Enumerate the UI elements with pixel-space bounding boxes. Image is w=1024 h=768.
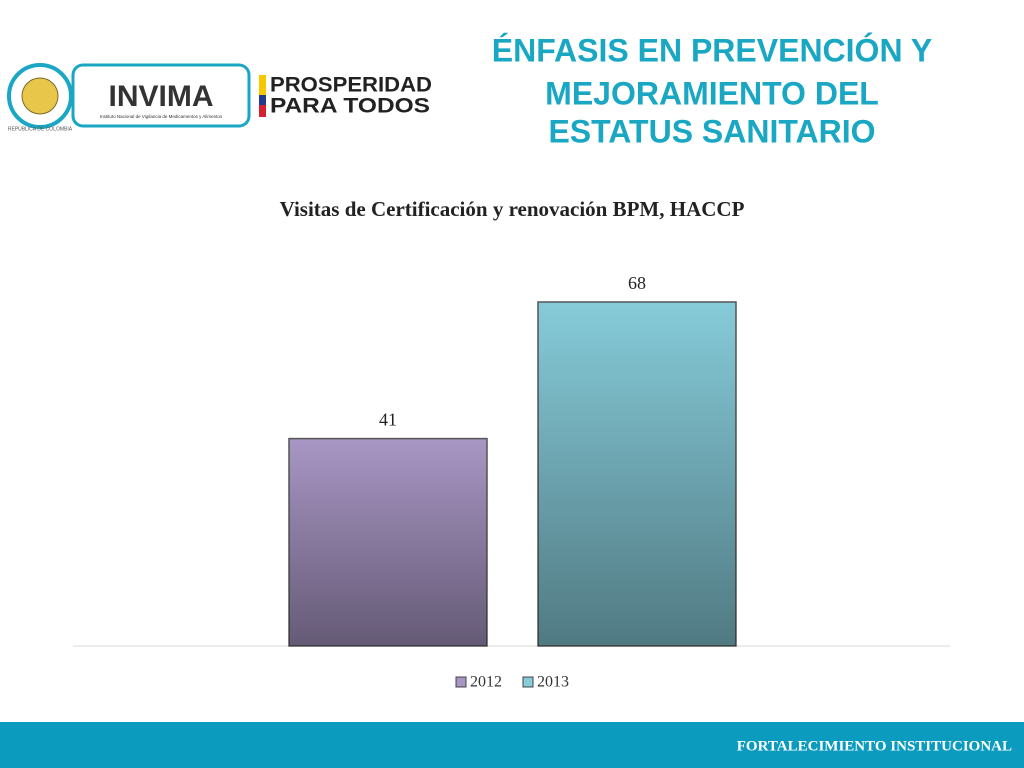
legend-swatch: [455, 676, 467, 688]
flag-red: [259, 105, 266, 117]
flag-blue: [259, 95, 266, 105]
invima-logo: INVIMA Instituto Nacional de Vigilancia …: [71, 63, 251, 128]
header-title-line: ÉNFASIS EN PREVENCIÓN Y: [492, 32, 932, 68]
legend-label: 2013: [537, 674, 569, 691]
header-title-line: MEJORAMIENTO DEL: [545, 75, 879, 111]
invima-name: INVIMA: [109, 80, 214, 113]
footer-band: [0, 722, 1024, 768]
header-title: ÉNFASIS EN PREVENCIÓN Y MEJORAMIENTO DEL…: [492, 32, 932, 149]
prosperidad-line: PROSPERIDAD: [270, 74, 432, 97]
header-title-line: ESTATUS SANITARIO: [548, 113, 875, 149]
bar-shade: [289, 438, 487, 646]
seal-text: REPÚBLICA DE COLOMBIA: [8, 125, 73, 132]
flag-yellow: [259, 75, 266, 95]
legend-label: 2012: [470, 674, 502, 691]
data-label: 41: [379, 410, 397, 430]
invima-frame: [71, 63, 251, 128]
prosperidad-line: PARA TODOS: [270, 95, 430, 118]
seal-logo: REPÚBLICA DE COLOMBIA: [7, 63, 73, 132]
chart-title: Visitas de Certificación y renovación BP…: [280, 197, 745, 221]
invima-subtitle: Instituto Nacional de Vigilancia de Medi…: [100, 114, 223, 119]
prosperidad-logo: PROSPERIDAD PARA TODOS: [259, 74, 432, 118]
bar-shade: [538, 302, 736, 646]
seal-center: [21, 77, 59, 115]
legend-swatch: [522, 676, 534, 688]
footer-text: FORTALECIMIENTO INSTITUCIONAL: [737, 738, 1012, 754]
data-label: 68: [628, 273, 646, 293]
